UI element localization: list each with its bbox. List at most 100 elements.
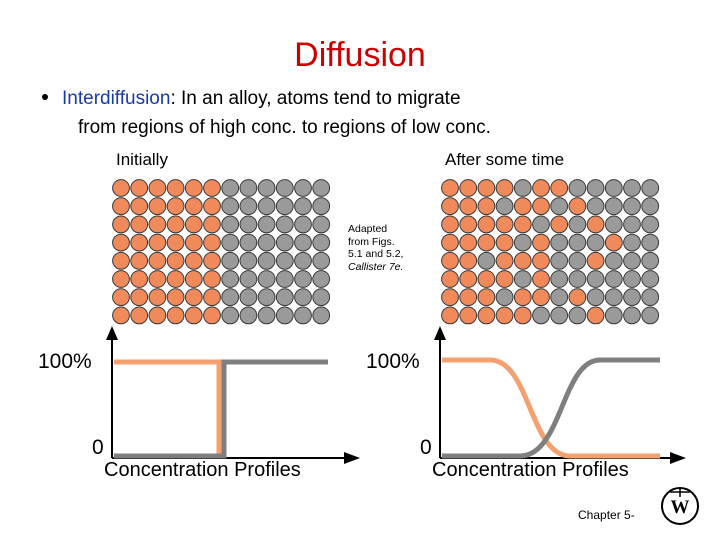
atom-gray bbox=[221, 179, 240, 197]
caption-line-4: Callister 7e. bbox=[348, 260, 404, 273]
atom-gray bbox=[221, 288, 240, 307]
atom-orange bbox=[203, 179, 221, 197]
atom-grid-initial bbox=[112, 179, 331, 325]
atom-gray bbox=[623, 251, 641, 270]
atom-orange bbox=[477, 306, 496, 325]
atom-gray bbox=[275, 306, 294, 325]
atom-orange bbox=[130, 215, 149, 234]
atom-gray bbox=[294, 306, 312, 325]
atom-orange bbox=[459, 215, 478, 234]
atom-gray bbox=[257, 233, 276, 252]
label-initially: Initially bbox=[116, 150, 168, 169]
atom-orange bbox=[532, 251, 550, 270]
atom-orange bbox=[148, 251, 167, 270]
atom-gray bbox=[623, 179, 641, 197]
atom-gray bbox=[257, 215, 276, 234]
atom-gray bbox=[239, 270, 258, 288]
atom-gray bbox=[221, 251, 240, 270]
atom-gray bbox=[568, 179, 587, 197]
atom-gray bbox=[312, 179, 331, 197]
atom-orange bbox=[477, 179, 496, 197]
atom-orange bbox=[459, 306, 478, 325]
atom-gray bbox=[568, 270, 587, 288]
atom-gray bbox=[312, 215, 331, 234]
atom-orange bbox=[477, 215, 496, 234]
atom-orange bbox=[112, 215, 130, 234]
atom-gray bbox=[294, 251, 312, 270]
x-axis-arrow-right-icon bbox=[670, 452, 686, 464]
atom-gray bbox=[477, 251, 496, 270]
atom-orange bbox=[203, 215, 221, 234]
atom-orange bbox=[513, 215, 532, 234]
atom-orange bbox=[477, 288, 496, 307]
atom-orange bbox=[495, 179, 514, 197]
atom-gray bbox=[294, 215, 312, 234]
atom-orange bbox=[513, 251, 532, 270]
atom-gray bbox=[641, 233, 660, 252]
atom-gray bbox=[275, 233, 294, 252]
atom-orange bbox=[166, 215, 185, 234]
atom-gray bbox=[568, 215, 587, 234]
atom-gray bbox=[312, 270, 331, 288]
atom-gray bbox=[257, 179, 276, 197]
label-after-some-time: After some time bbox=[445, 150, 565, 169]
atom-orange bbox=[184, 306, 203, 325]
atom-gray bbox=[550, 288, 569, 307]
atom-gray bbox=[275, 270, 294, 288]
atom-gray bbox=[568, 306, 587, 325]
atom-orange bbox=[184, 288, 203, 307]
atom-orange bbox=[112, 288, 130, 307]
atom-gray bbox=[294, 197, 312, 216]
atom-orange bbox=[477, 197, 496, 216]
atom-orange bbox=[513, 306, 532, 325]
atom-gray bbox=[623, 270, 641, 288]
atom-orange bbox=[203, 270, 221, 288]
atom-orange bbox=[148, 288, 167, 307]
y-top-label-left: 100% bbox=[38, 350, 92, 373]
atom-gray bbox=[586, 233, 605, 252]
atom-orange bbox=[130, 270, 149, 288]
atom-gray bbox=[495, 288, 514, 307]
atom-orange bbox=[441, 233, 459, 252]
atom-gray bbox=[294, 270, 312, 288]
atom-orange bbox=[532, 233, 550, 252]
atom-gray bbox=[586, 288, 605, 307]
atom-orange bbox=[550, 179, 569, 197]
atom-orange bbox=[459, 233, 478, 252]
atom-orange bbox=[495, 251, 514, 270]
atom-gray bbox=[257, 251, 276, 270]
atom-gray bbox=[604, 251, 623, 270]
atom-gray bbox=[550, 251, 569, 270]
atom-gray bbox=[604, 270, 623, 288]
atom-orange bbox=[441, 215, 459, 234]
atom-orange bbox=[441, 179, 459, 197]
curve-gray-left bbox=[114, 359, 328, 459]
atom-orange bbox=[459, 179, 478, 197]
atom-gray bbox=[513, 179, 532, 197]
atom-gray bbox=[239, 197, 258, 216]
atom-gray bbox=[275, 197, 294, 216]
atom-orange bbox=[112, 251, 130, 270]
profile-plot-left bbox=[106, 326, 360, 464]
bullet-text: : In an alloy, atoms tend to migrate bbox=[170, 88, 461, 109]
atom-orange bbox=[184, 233, 203, 252]
atom-orange bbox=[441, 270, 459, 288]
atom-orange bbox=[148, 306, 167, 325]
atom-orange bbox=[441, 251, 459, 270]
atom-orange bbox=[532, 197, 550, 216]
atom-orange bbox=[112, 197, 130, 216]
curve-gray-right bbox=[442, 357, 660, 459]
atom-gray bbox=[641, 306, 660, 325]
atom-orange bbox=[184, 270, 203, 288]
atom-orange bbox=[203, 306, 221, 325]
y-bottom-label-right: 0 bbox=[420, 436, 432, 459]
atom-orange bbox=[112, 270, 130, 288]
atom-orange bbox=[184, 179, 203, 197]
atom-orange bbox=[495, 233, 514, 252]
atom-gray bbox=[586, 197, 605, 216]
atom-orange bbox=[148, 197, 167, 216]
wiley-logo-icon: W bbox=[661, 487, 699, 525]
atom-orange bbox=[513, 288, 532, 307]
atom-orange bbox=[148, 233, 167, 252]
